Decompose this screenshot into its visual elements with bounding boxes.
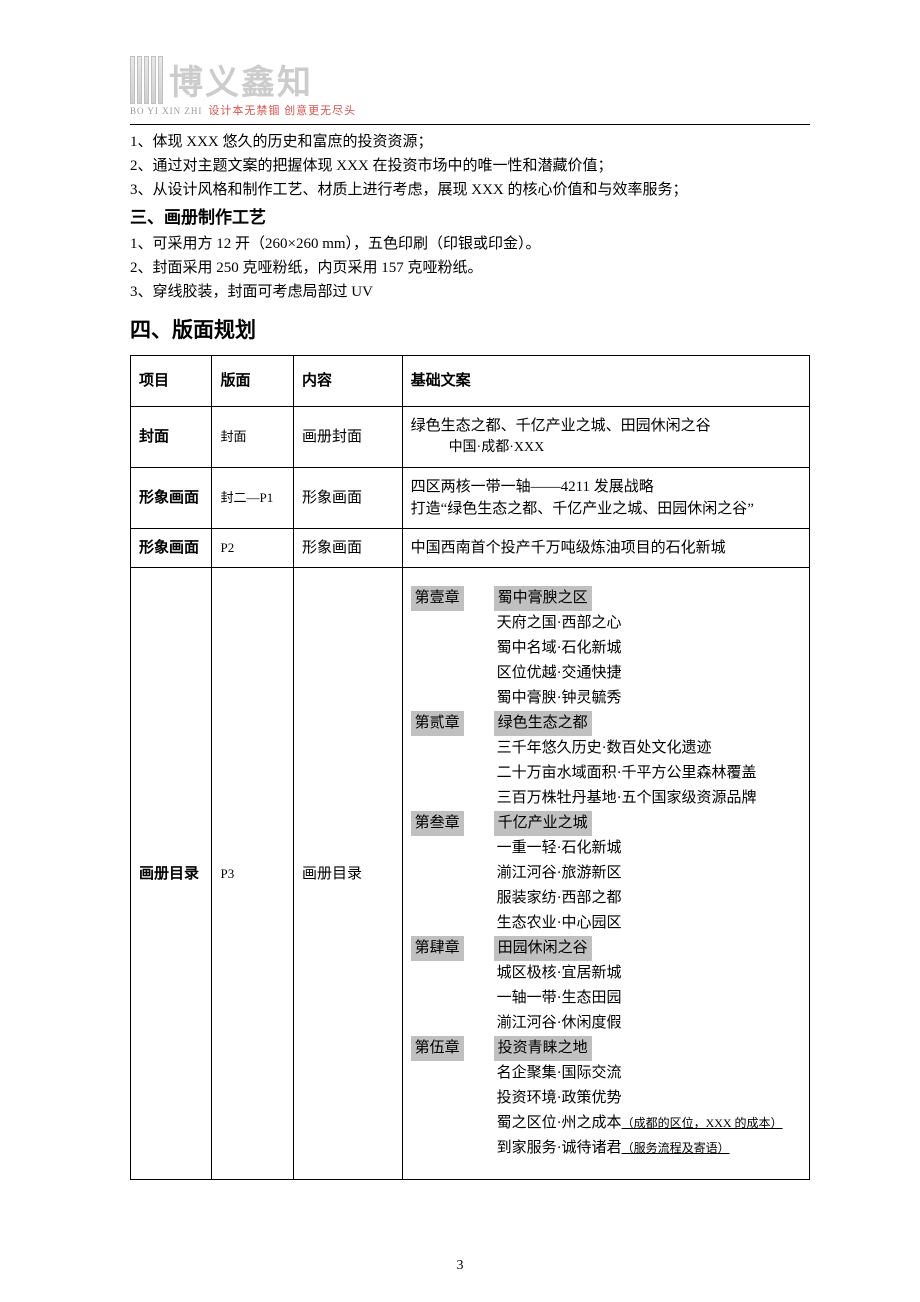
chapter-row: 第肆章 田园休闲之谷 xyxy=(411,936,803,961)
th-project: 项目 xyxy=(131,356,212,407)
chapter-item: 二十万亩水域面积·千平方公里森林覆盖 xyxy=(411,761,803,786)
cell-content: 画册目录 xyxy=(293,568,402,1180)
chapter-item-text: 二十万亩水域面积·千平方公里森林覆盖 xyxy=(497,765,757,781)
copy-line: 打造“绿色生态之都、千亿产业之城、田园休闲之谷” xyxy=(411,498,803,520)
chapter-label: 第叁章 xyxy=(411,811,464,836)
logo-pinyin: BO YI XIN ZHI xyxy=(130,106,202,116)
cell-content: 形象画面 xyxy=(293,529,402,568)
chapter-item: 到家服务·诚待诸君（服务流程及寄语） xyxy=(411,1136,803,1161)
chapter-item: 蜀中名域·石化新城 xyxy=(411,636,803,661)
chapter-item-text: 服装家纺·西部之都 xyxy=(497,890,622,906)
chapter-item: 三千年悠久历史·数百处文化遗迹 xyxy=(411,736,803,761)
chapter-item: 湔江河谷·旅游新区 xyxy=(411,861,803,886)
logo-text: 博义鑫知 xyxy=(169,55,313,104)
cell-copy: 中国西南首个投产千万吨级炼油项目的石化新城 xyxy=(402,529,809,568)
chapter-item: 服装家纺·西部之都 xyxy=(411,886,803,911)
cell-project: 形象画面 xyxy=(131,529,212,568)
chapter-row: 第贰章 绿色生态之都 xyxy=(411,711,803,736)
th-page: 版面 xyxy=(212,356,293,407)
section-3-line-2: 2、封面采用 250 克哑粉纸，内页采用 157 克哑粉纸。 xyxy=(130,257,810,279)
table-row: 封面 封面 画册封面 绿色生态之都、千亿产业之城、田园休闲之谷 中国·成都·XX… xyxy=(131,407,810,468)
chapter-title: 投资青睐之地 xyxy=(494,1036,592,1061)
copy-line: 中国·成都·XXX xyxy=(411,437,803,459)
table-header-row: 项目 版面 内容 基础文案 xyxy=(131,356,810,407)
chapter-item: 天府之国·西部之心 xyxy=(411,611,803,636)
chapter-item-text: 湔江河谷·旅游新区 xyxy=(497,865,622,881)
chapter-item-text: 生态农业·中心园区 xyxy=(497,915,622,931)
copy-line: 绿色生态之都、千亿产业之城、田园休闲之谷 xyxy=(411,415,803,437)
chapter-title: 蜀中膏腴之区 xyxy=(494,586,592,611)
cell-page: 封面 xyxy=(212,407,293,468)
chapter-label: 第肆章 xyxy=(411,936,464,961)
chapter-item: 一轴一带·生态田园 xyxy=(411,986,803,1011)
chapter-item: 投资环境·政策优势 xyxy=(411,1086,803,1111)
chapter-item: 生态农业·中心园区 xyxy=(411,911,803,936)
section-3-line-3: 3、穿线胶装，封面可考虑局部过 UV xyxy=(130,281,810,303)
chapter-label: 第壹章 xyxy=(411,586,464,611)
section-3-heading: 三、画册制作工艺 xyxy=(130,205,810,231)
th-copy: 基础文案 xyxy=(402,356,809,407)
layout-plan-table: 项目 版面 内容 基础文案 封面 封面 画册封面 绿色生态之都、千亿产业之城、田… xyxy=(130,355,810,1180)
intro-line-1: 1、体现 XXX 悠久的历史和富庶的投资资源； xyxy=(130,131,810,153)
section-3-line-1: 1、可采用方 12 开（260×260 mm），五色印刷（印银或印金）。 xyxy=(130,233,810,255)
intro-line-2: 2、通过对主题文案的把握体现 XXX 在投资市场中的唯一性和潜藏价值； xyxy=(130,155,810,177)
chapter-label: 第贰章 xyxy=(411,711,464,736)
cell-project: 画册目录 xyxy=(131,568,212,1180)
chapter-item-text: 蜀中膏腴·钟灵毓秀 xyxy=(497,690,622,706)
logo-mark xyxy=(130,56,163,104)
chapter-item-text: 投资环境·政策优势 xyxy=(497,1090,622,1106)
table-row: 画册目录 P3 画册目录 第壹章 蜀中膏腴之区天府之国·西部之心蜀中名域·石化新城… xyxy=(131,568,810,1180)
divider xyxy=(130,124,810,125)
cell-page: P3 xyxy=(212,568,293,1180)
chapter-item-text: 天府之国·西部之心 xyxy=(497,615,622,631)
chapter-item: 区位优越·交通快捷 xyxy=(411,661,803,686)
section-4-heading: 四、版面规划 xyxy=(130,315,810,345)
logo-tagline: 设计本无禁锢 创意更无尽头 xyxy=(208,102,356,118)
chapter-title: 田园休闲之谷 xyxy=(494,936,592,961)
chapter-label: 第伍章 xyxy=(411,1036,464,1061)
chapter-item-text: 三百万株牡丹基地·五个国家级资源品牌 xyxy=(497,790,757,806)
chapter-item: 湔江河谷·休闲度假 xyxy=(411,1011,803,1036)
table-row: 形象画面 封二—P1 形象画面 四区两核一带一轴——4211 发展战略 打造“绿… xyxy=(131,468,810,529)
chapter-item-text: 蜀中名域·石化新城 xyxy=(497,640,622,656)
chapter-item-text: 区位优越·交通快捷 xyxy=(497,665,622,681)
chapter-item-text: 湔江河谷·休闲度假 xyxy=(497,1015,622,1031)
chapter-item-text: 一重一轻·石化新城 xyxy=(497,840,622,856)
th-content: 内容 xyxy=(293,356,402,407)
cell-page: P2 xyxy=(212,529,293,568)
chapter-item-note: （服务流程及寄语） xyxy=(622,1141,730,1155)
chapter-item: 一重一轻·石化新城 xyxy=(411,836,803,861)
cell-copy-toc: 第壹章 蜀中膏腴之区天府之国·西部之心蜀中名域·石化新城区位优越·交通快捷蜀中膏腴… xyxy=(402,568,809,1180)
cell-project: 形象画面 xyxy=(131,468,212,529)
cell-project: 封面 xyxy=(131,407,212,468)
copy-line: 四区两核一带一轴——4211 发展战略 xyxy=(411,476,803,498)
chapter-item-text: 蜀之区位·州之成本 xyxy=(497,1115,622,1131)
page-number: 3 xyxy=(0,1258,920,1274)
chapter-row: 第叁章 千亿产业之城 xyxy=(411,811,803,836)
table-row: 形象画面 P2 形象画面 中国西南首个投产千万吨级炼油项目的石化新城 xyxy=(131,529,810,568)
chapter-item-text: 一轴一带·生态田园 xyxy=(497,990,622,1006)
logo: 博义鑫知 BO YI XIN ZHI 设计本无禁锢 创意更无尽头 xyxy=(130,55,810,118)
chapter-item-text: 城区极核·宜居新城 xyxy=(497,965,622,981)
chapter-item-text: 名企聚集·国际交流 xyxy=(497,1065,622,1081)
cell-copy: 四区两核一带一轴——4211 发展战略 打造“绿色生态之都、千亿产业之城、田园休… xyxy=(402,468,809,529)
cell-content: 画册封面 xyxy=(293,407,402,468)
cell-copy: 绿色生态之都、千亿产业之城、田园休闲之谷 中国·成都·XXX xyxy=(402,407,809,468)
cell-page: 封二—P1 xyxy=(212,468,293,529)
chapter-item: 三百万株牡丹基地·五个国家级资源品牌 xyxy=(411,786,803,811)
chapter-row: 第伍章 投资青睐之地 xyxy=(411,1036,803,1061)
cell-content: 形象画面 xyxy=(293,468,402,529)
chapter-item: 城区极核·宜居新城 xyxy=(411,961,803,986)
chapter-item-text: 三千年悠久历史·数百处文化遗迹 xyxy=(497,740,712,756)
chapter-item-text: 到家服务·诚待诸君 xyxy=(497,1140,622,1156)
chapter-item: 蜀之区位·州之成本（成都的区位，XXX 的成本） xyxy=(411,1111,803,1136)
chapter-item-note: （成都的区位，XXX 的成本） xyxy=(622,1116,783,1130)
chapter-title: 千亿产业之城 xyxy=(494,811,592,836)
chapter-title: 绿色生态之都 xyxy=(494,711,592,736)
chapter-row: 第壹章 蜀中膏腴之区 xyxy=(411,586,803,611)
chapter-item: 名企聚集·国际交流 xyxy=(411,1061,803,1086)
intro-line-3: 3、从设计风格和制作工艺、材质上进行考虑，展现 XXX 的核心价值和与效率服务； xyxy=(130,179,810,201)
chapter-item: 蜀中膏腴·钟灵毓秀 xyxy=(411,686,803,711)
